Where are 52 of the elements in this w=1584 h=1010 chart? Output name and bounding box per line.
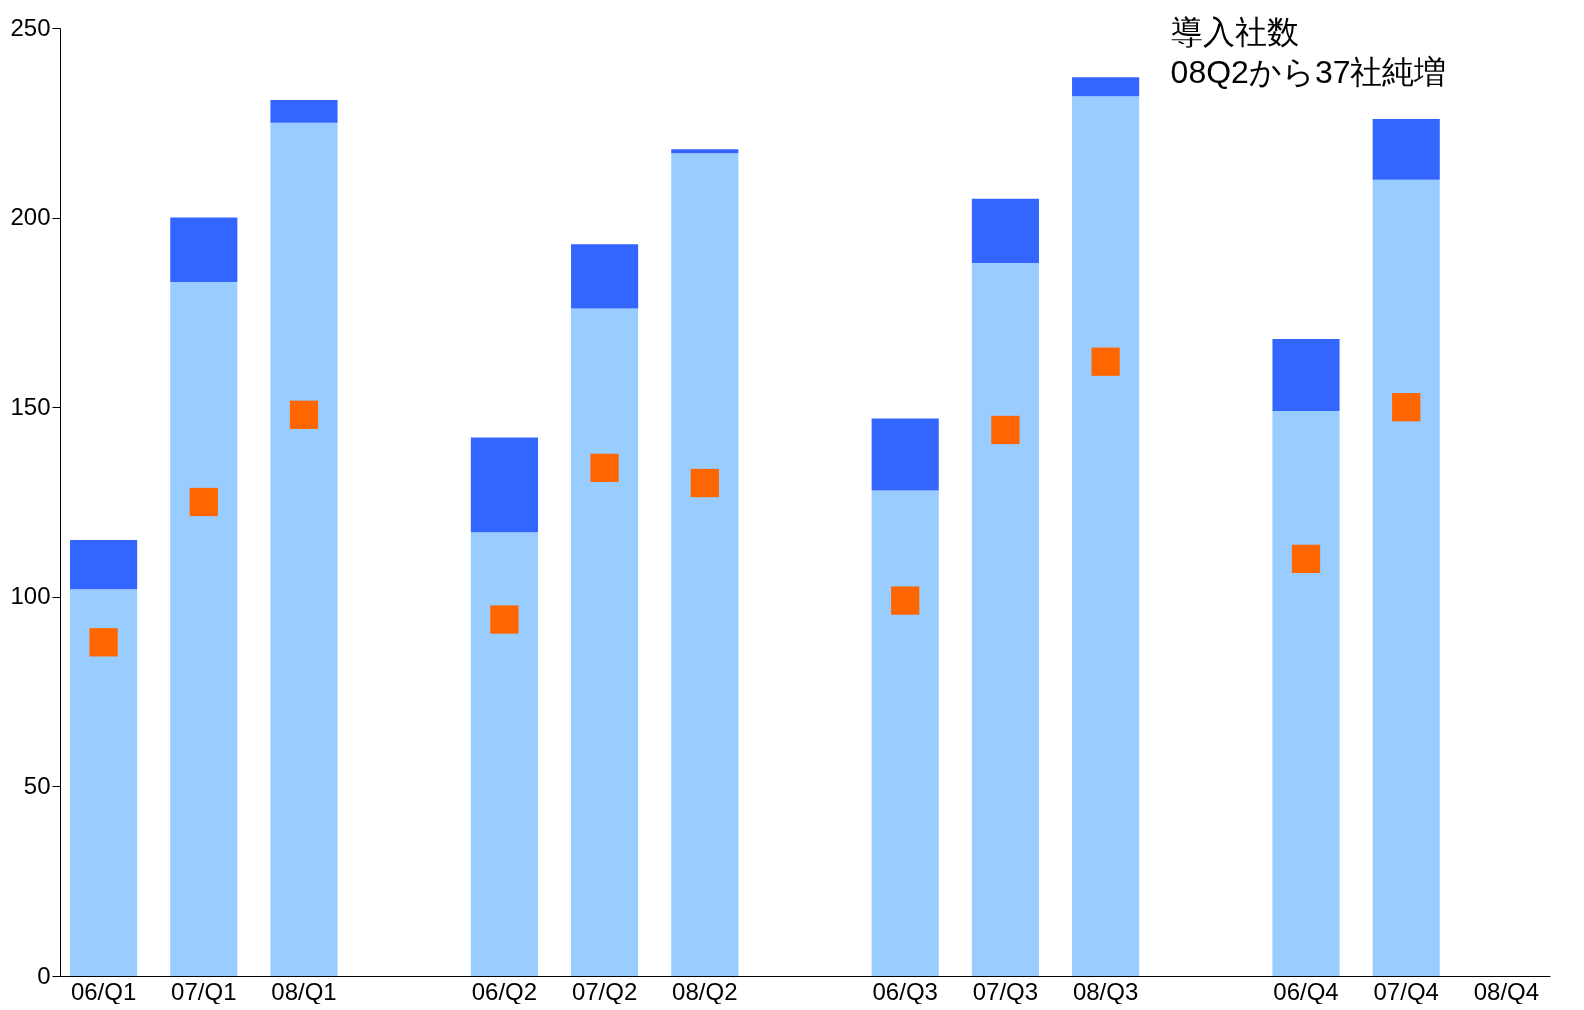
bar [671,153,739,976]
y-tick-label: 100 [10,582,51,610]
bar [1072,77,1140,97]
bar [470,437,538,533]
bar [470,532,538,976]
x-tick-label: 08/Q4 [1473,977,1540,1005]
bar [971,198,1039,264]
bar [270,100,338,123]
bar [1272,338,1340,411]
bar [1072,96,1140,976]
bar [70,589,138,976]
y-tick-label: 50 [23,771,51,799]
bar [270,122,338,976]
point [590,453,619,483]
point [1392,393,1421,422]
point [490,605,519,634]
x-tick-label: 08/Q3 [1072,977,1139,1005]
bar [70,539,138,590]
bar [571,244,639,309]
y-tick-label: 200 [10,203,51,231]
bar [971,263,1039,976]
point [189,487,218,517]
annotation: 導入社数 08Q2から37社純増 [1170,14,1447,91]
point [1091,347,1120,376]
bar [871,418,939,491]
point [991,415,1020,445]
bar [170,217,238,283]
x-tick-label: 08/Q1 [271,977,337,1005]
x-tick-label: 07/Q1 [171,977,237,1005]
bar [1372,119,1440,180]
x-tick-label: 07/Q4 [1373,977,1439,1005]
x-tick-label: 08/Q2 [672,977,738,1005]
bar [170,282,238,976]
x-tick-label: 06/Q1 [70,977,137,1005]
point [891,586,920,615]
x-tick-label: 06/Q4 [1273,977,1339,1005]
bar [1272,410,1340,976]
bar [571,308,639,976]
y-tick-label: 0 [37,961,51,989]
point [690,468,719,498]
bar [1372,179,1440,976]
point [289,400,319,429]
x-tick-label: 06/Q3 [872,977,938,1005]
point [89,628,118,657]
x-tick-label: 07/Q3 [972,977,1039,1005]
bar [871,490,939,976]
point [1291,544,1321,574]
y-tick-label: 250 [10,13,51,41]
y-tick-label: 150 [10,392,51,420]
bar [671,149,739,154]
x-tick-label: 06/Q2 [471,977,538,1005]
x-tick-label: 07/Q2 [571,977,638,1005]
